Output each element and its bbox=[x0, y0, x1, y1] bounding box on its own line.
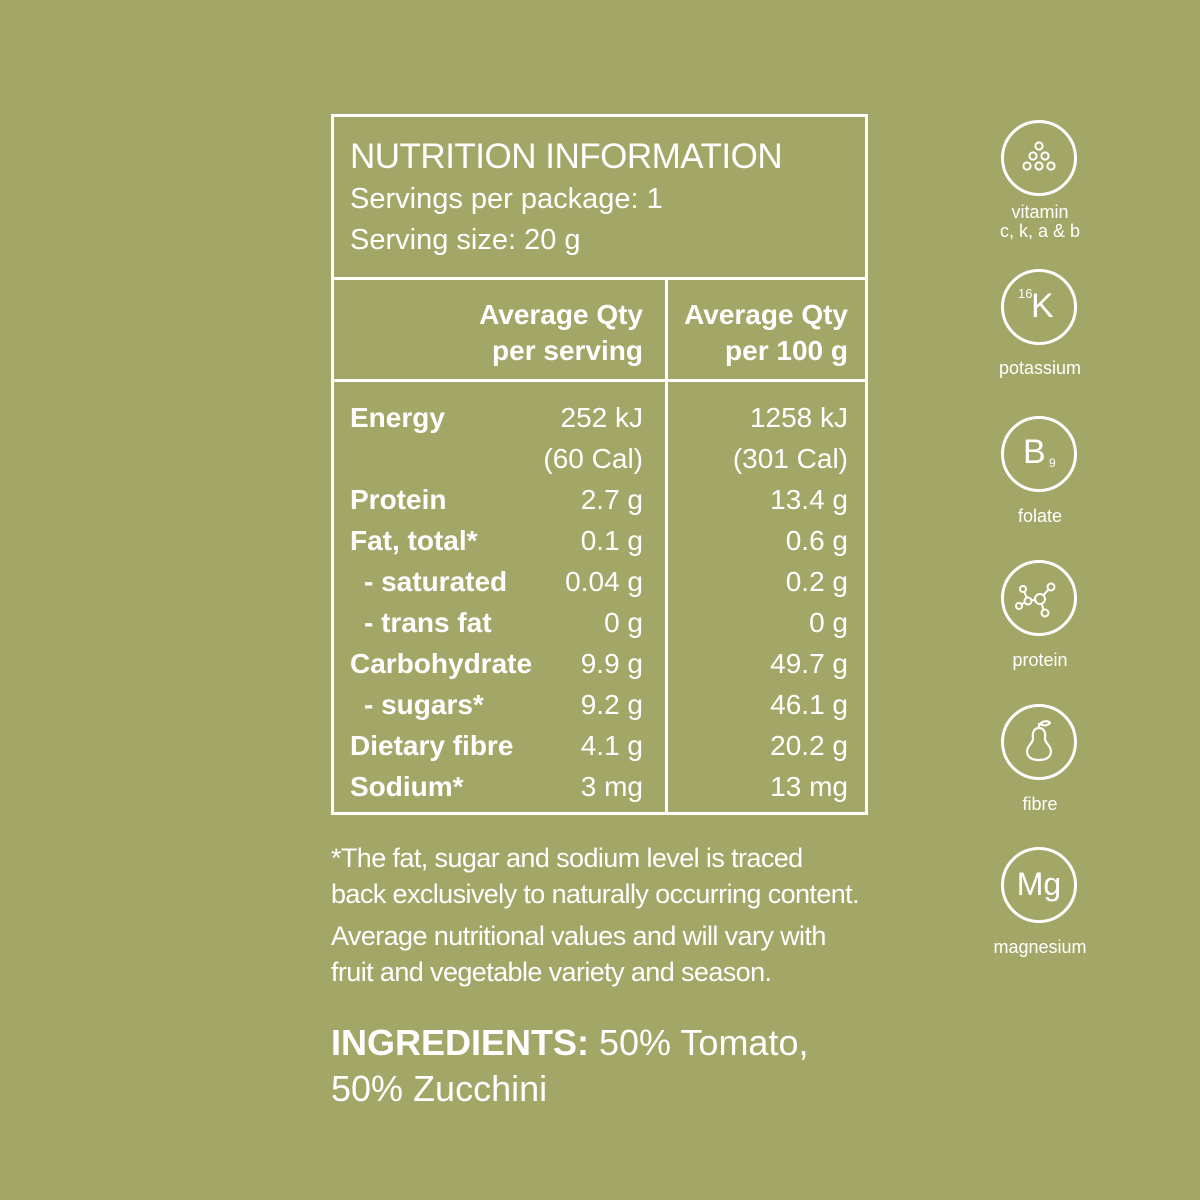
row-label: Dietary fibre bbox=[350, 730, 514, 761]
footnote-traced: *The fat, sugar and sodium level is trac… bbox=[331, 843, 860, 909]
per-serving-value: 2.7 g bbox=[580, 484, 643, 515]
folate-subscript: 9 bbox=[1049, 456, 1056, 470]
ingredients-line-1: 50% Tomato, bbox=[589, 1022, 809, 1063]
column-header-per-100g: Average Qty per 100 g bbox=[684, 299, 848, 366]
magnesium-label: magnesium bbox=[993, 937, 1087, 957]
per-100g-value: (301 Cal) bbox=[732, 443, 848, 474]
per-100g-value: 13 mg bbox=[770, 771, 848, 802]
per-100g-value: 20.2 g bbox=[770, 730, 848, 761]
potassium-symbol: K bbox=[1031, 287, 1054, 325]
per-serving-value: 9.9 g bbox=[580, 648, 643, 679]
ingredients: INGREDIENTS: 50% Tomato, 50% Zucchini bbox=[331, 1020, 808, 1112]
per-100g-value: 1258 kJ bbox=[749, 402, 848, 433]
per-100g-value: 0.2 g bbox=[785, 566, 848, 597]
per-100g-value: 46.1 g bbox=[770, 689, 848, 720]
header-rule bbox=[334, 379, 865, 382]
row-label: - trans fat bbox=[364, 607, 492, 638]
per-serving-value: 3 mg bbox=[580, 771, 643, 802]
potassium-number: 16 bbox=[1018, 286, 1033, 301]
table-row: Carbohydrate 9.9 g 49.7 g bbox=[334, 648, 865, 689]
per-serving-value: 252 kJ bbox=[560, 402, 644, 433]
per-100g-value: 0.6 g bbox=[785, 525, 848, 556]
serving-size: Serving size: 20 g bbox=[350, 224, 581, 256]
row-label: Carbohydrate bbox=[350, 648, 533, 679]
table-row: - sugars* 9.2 g 46.1 g bbox=[334, 689, 865, 730]
table-row: Fat, total* 0.1 g 0.6 g bbox=[334, 525, 865, 566]
fibre-label: fibre bbox=[1022, 794, 1058, 814]
per-100g-value: 13.4 g bbox=[770, 484, 848, 515]
panel-header: NUTRITION INFORMATION Servings per packa… bbox=[334, 117, 865, 280]
nutrition-panel: NUTRITION INFORMATION Servings per packa… bbox=[331, 114, 868, 815]
potassium-icon: 16 K bbox=[1001, 269, 1077, 345]
panel-title: NUTRITION INFORMATION bbox=[350, 137, 783, 176]
magnesium-symbol: Mg bbox=[1016, 866, 1062, 902]
table-row: Dietary fibre 4.1 g 20.2 g bbox=[334, 730, 865, 771]
row-label: Protein bbox=[350, 484, 447, 515]
per-serving-value: 0.04 g bbox=[565, 566, 643, 597]
table-row: Sodium* 3 mg 13 mg bbox=[334, 771, 865, 812]
magnesium-icon: Mg bbox=[1001, 847, 1077, 923]
row-label: Fat, total* bbox=[350, 525, 478, 556]
footnote-average: Average nutritional values and will vary… bbox=[331, 921, 826, 987]
per-serving-value: 9.2 g bbox=[580, 689, 643, 720]
folate-symbol: B bbox=[1023, 433, 1046, 471]
protein-label: protein bbox=[1012, 650, 1068, 670]
ingredients-label: INGREDIENTS: bbox=[331, 1022, 590, 1063]
table-row: - trans fat 0 g 0 g bbox=[334, 607, 865, 648]
per-serving-value: 0 g bbox=[604, 607, 643, 638]
ingredients-line-2: 50% Zucchini bbox=[331, 1068, 548, 1109]
per-serving-value: 4.1 g bbox=[580, 730, 643, 761]
row-label: Sodium* bbox=[350, 771, 464, 802]
folate-icon: B 9 bbox=[1001, 416, 1077, 492]
molecule-icon bbox=[1001, 560, 1077, 636]
potassium-label: potassium bbox=[998, 358, 1082, 378]
dots-pyramid-icon bbox=[1001, 120, 1077, 196]
row-label: Energy bbox=[350, 402, 445, 433]
column-divider bbox=[665, 280, 668, 815]
per-100g-value: 49.7 g bbox=[770, 648, 848, 679]
table-row: (60 Cal) (301 Cal) bbox=[334, 443, 865, 484]
table-row: - saturated 0.04 g 0.2 g bbox=[334, 566, 865, 607]
row-label: - saturated bbox=[364, 566, 508, 597]
per-serving-value: 0.1 g bbox=[580, 525, 643, 556]
pear-icon bbox=[1001, 704, 1077, 780]
servings-per-package: Servings per package: 1 bbox=[350, 183, 663, 215]
table-row: Protein 2.7 g 13.4 g bbox=[334, 484, 865, 525]
table-row: Energy 252 kJ 1258 kJ bbox=[334, 402, 865, 443]
folate-label: folate bbox=[1017, 506, 1063, 526]
footnotes: *The fat, sugar and sodium level is trac… bbox=[331, 840, 860, 990]
column-header-per-serving: Average Qty per serving bbox=[479, 299, 643, 366]
row-label: - sugars* bbox=[364, 689, 484, 720]
vitamin-label: vitamin c, k, a & b bbox=[999, 202, 1081, 241]
per-100g-value: 0 g bbox=[809, 607, 848, 638]
per-serving-value: (60 Cal) bbox=[543, 443, 643, 474]
